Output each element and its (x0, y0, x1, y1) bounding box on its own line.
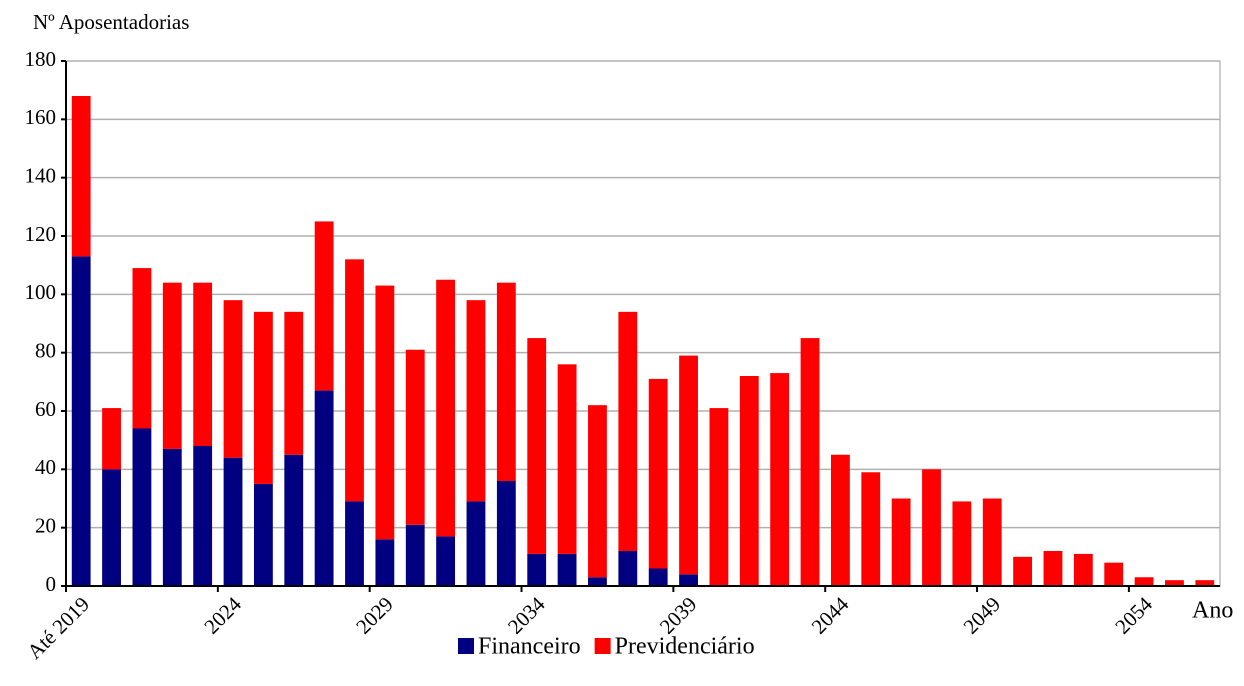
bar-segment (132, 268, 152, 429)
bar-segment (314, 390, 334, 586)
bar-segment (71, 96, 91, 257)
x-tick-label: 2039 (655, 592, 702, 639)
bar-segment (830, 454, 850, 586)
bar-segment (557, 553, 577, 586)
bar-segment (648, 378, 668, 569)
bar-segment (588, 577, 607, 586)
bar-segment (375, 285, 395, 540)
y-tick-label: 20 (35, 513, 56, 537)
bar-segment (162, 448, 182, 586)
y-tick-label: 60 (35, 397, 56, 421)
x-tick-label: 2054 (1110, 592, 1157, 639)
bar-segment (922, 469, 941, 586)
bar-segment (952, 501, 972, 586)
y-tick-label: 0 (46, 572, 57, 596)
bar-segment (1043, 551, 1063, 586)
y-tick-label: 40 (35, 455, 56, 479)
bar-segment (1013, 556, 1033, 586)
x-tick-label: 2044 (807, 592, 854, 639)
bar-segment (770, 373, 790, 586)
legend-swatch (594, 638, 611, 654)
y-tick-label: 80 (35, 338, 56, 362)
bar-segment (648, 568, 668, 586)
bar-segment (132, 428, 152, 586)
bar-segment (102, 408, 121, 470)
bar-segment (466, 300, 486, 502)
bar-segment (345, 259, 364, 502)
x-tick-label: 2034 (503, 592, 550, 639)
bar-segment (739, 376, 759, 586)
legend-swatch (458, 638, 474, 654)
bar-segment (1104, 562, 1124, 586)
bar-segment (223, 457, 243, 586)
bar-segment (345, 501, 364, 586)
bar-segment (193, 446, 213, 586)
bar-segment (436, 279, 456, 537)
bar-segment (1165, 580, 1184, 586)
x-tick-label: 2029 (351, 592, 398, 639)
bar-segment (284, 454, 304, 586)
x-tick-label: 2024 (199, 592, 246, 639)
bar-segment (223, 300, 243, 458)
bar-segment (253, 311, 273, 484)
y-axis-title: Nº Aposentadorias (33, 10, 189, 34)
bar-segment (800, 338, 820, 586)
bar-segment (588, 405, 607, 578)
bar-segment (102, 469, 121, 586)
bar-segment (891, 498, 911, 586)
bar-segment (679, 574, 698, 586)
bar-segment (162, 282, 182, 449)
x-tick-label: Até 2019 (22, 592, 94, 664)
x-tick-label: 2049 (959, 592, 1006, 639)
legend-label: Previdenciário (615, 634, 755, 660)
bar-segment (861, 472, 881, 586)
bar-segment (1134, 577, 1154, 586)
bar-segment (405, 524, 425, 586)
bar-segment (1195, 580, 1215, 586)
bar-segment (618, 311, 638, 551)
legend-label: Financeiro (478, 634, 581, 660)
bar-segment (375, 539, 395, 586)
bar-segment (679, 355, 698, 575)
y-tick-label: 100 (25, 280, 57, 304)
bar-segment (496, 481, 516, 586)
bar-segment (496, 282, 516, 481)
y-tick-label: 140 (25, 163, 57, 187)
bar-segment (466, 501, 486, 586)
bar-segment (557, 364, 577, 554)
y-tick-label: 180 (25, 47, 57, 71)
bar-segment (284, 311, 304, 455)
y-tick-label: 120 (25, 222, 57, 246)
bar-segment (618, 551, 638, 586)
bar-segment (71, 256, 91, 586)
x-axis-title: Ano (1192, 598, 1233, 624)
bar-segment (405, 349, 425, 525)
bar-segment (253, 483, 273, 586)
bar-segment (314, 221, 334, 391)
bar-segment (527, 553, 547, 586)
y-tick-label: 160 (25, 105, 57, 129)
bar-segment (527, 338, 547, 554)
bar-segment (436, 536, 456, 586)
bar-segment (709, 408, 729, 586)
bar-segment (1073, 553, 1093, 586)
bar-segment (193, 282, 213, 446)
bar-segment (982, 498, 1002, 586)
